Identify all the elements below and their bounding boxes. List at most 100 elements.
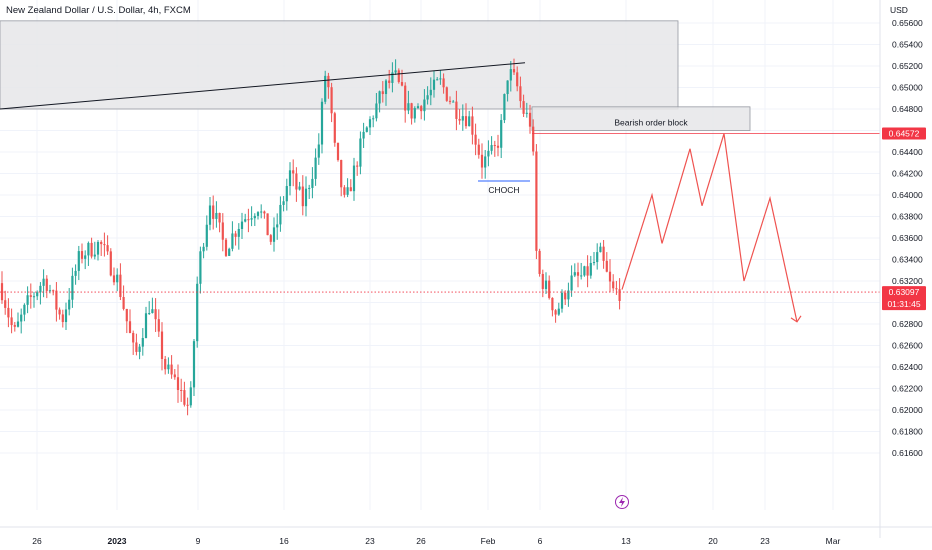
candle-up [362,131,365,139]
candle-up [320,101,324,145]
candle-down [7,307,10,318]
candle-up [503,94,506,121]
y-tick-label: 0.65200 [892,61,923,71]
candle-down [496,145,500,148]
candle-up [192,341,196,388]
candle-up [279,204,282,225]
candle-down [52,290,55,292]
time-axis[interactable]: 26 2023 9 16 23 26 Feb 6 13 20 23 Mar [0,526,932,546]
candle-down [410,103,413,119]
bearish-order-block [531,106,751,131]
candle-up [452,101,455,103]
candle-up [228,248,231,256]
candle-down [615,288,618,290]
candle-down [608,271,612,282]
price-label-box [882,127,926,140]
candle-down [538,250,541,274]
candle-up [391,72,394,83]
candle-up [285,186,288,202]
candle-up [596,252,599,263]
y-tick-label: 0.64200 [892,169,923,179]
candle-down [612,281,615,289]
x-tick-label: 9 [196,536,201,546]
candle-up [298,186,301,190]
candle-up [461,116,464,121]
y-tick-label: 0.62600 [892,341,923,351]
x-tick-label: 6 [538,536,543,546]
candle-down [327,75,330,88]
candle-up [240,221,244,229]
candle-down [464,116,468,127]
candle-up [346,187,349,195]
candle-down [170,364,173,375]
candle-down [160,331,164,359]
candle-up [359,138,362,167]
candle-up [378,91,381,104]
candle-down [512,69,516,73]
candle-down [564,292,567,300]
candle-down [397,70,400,83]
candle-down [180,389,183,391]
candle-up [93,254,96,257]
candles-layer [0,58,621,416]
overlays-layer: CHOCH [0,62,880,509]
candle-up [560,292,564,309]
x-tick-label: 16 [279,536,289,546]
candle-down [381,91,384,95]
y-tick-label: 0.63800 [892,212,923,222]
projection-path [621,133,798,323]
candle-down [164,358,167,370]
candle-up [372,118,375,120]
candle-down [103,244,106,246]
x-tick-label: Mar [826,536,841,546]
candle-up [384,80,388,95]
candle-down [356,165,359,167]
candle-down [576,272,580,276]
supply-zone [0,20,679,110]
y-tick-label: 0.62400 [892,362,923,372]
y-tick-label: 0.63600 [892,233,923,243]
candle-up [205,224,208,247]
candle-down [176,377,180,390]
candle-up [272,227,276,242]
candle-down [340,159,343,188]
y-tick-label: 0.64800 [892,104,923,114]
lightning-icon-bolt [619,497,625,507]
candle-down [343,187,346,195]
candle-up [429,89,432,96]
candle-down [445,87,448,101]
candle-down [448,100,452,102]
candle-down [186,404,189,406]
candle-up [599,246,602,253]
candle-down [480,154,484,168]
candle-down [554,310,557,315]
grid [0,0,880,510]
candle-up [16,321,20,327]
y-tick-label: 0.65000 [892,83,923,93]
candle-up [308,187,311,189]
candle-up [244,219,247,222]
y-tick-label: 0.62000 [892,405,923,415]
y-tick-label: 0.64000 [892,190,923,200]
candle-up [426,95,429,100]
price-label: 0.64572 [889,129,920,139]
y-tick-label: 0.61800 [892,427,923,437]
candle-down [330,87,333,114]
candle-up [413,108,416,119]
y-tick-label: 0.62200 [892,384,923,394]
candle-up [199,251,202,284]
candle-up [196,283,199,342]
candle-up [573,272,576,276]
candle-up [77,251,80,271]
lightning-icon [615,495,629,509]
chart-title: New Zealand Dollar / U.S. Dollar, 4h, FX… [6,5,191,16]
x-tick-label: 26 [32,536,42,546]
candle-down [400,82,404,86]
candle-down [128,321,132,333]
candle-down [602,246,605,261]
candle-up [468,116,471,127]
candle-down [29,295,32,297]
candle-up [20,314,23,322]
price-axis[interactable]: 0.656000.654000.652000.650000.648000.646… [879,0,926,538]
